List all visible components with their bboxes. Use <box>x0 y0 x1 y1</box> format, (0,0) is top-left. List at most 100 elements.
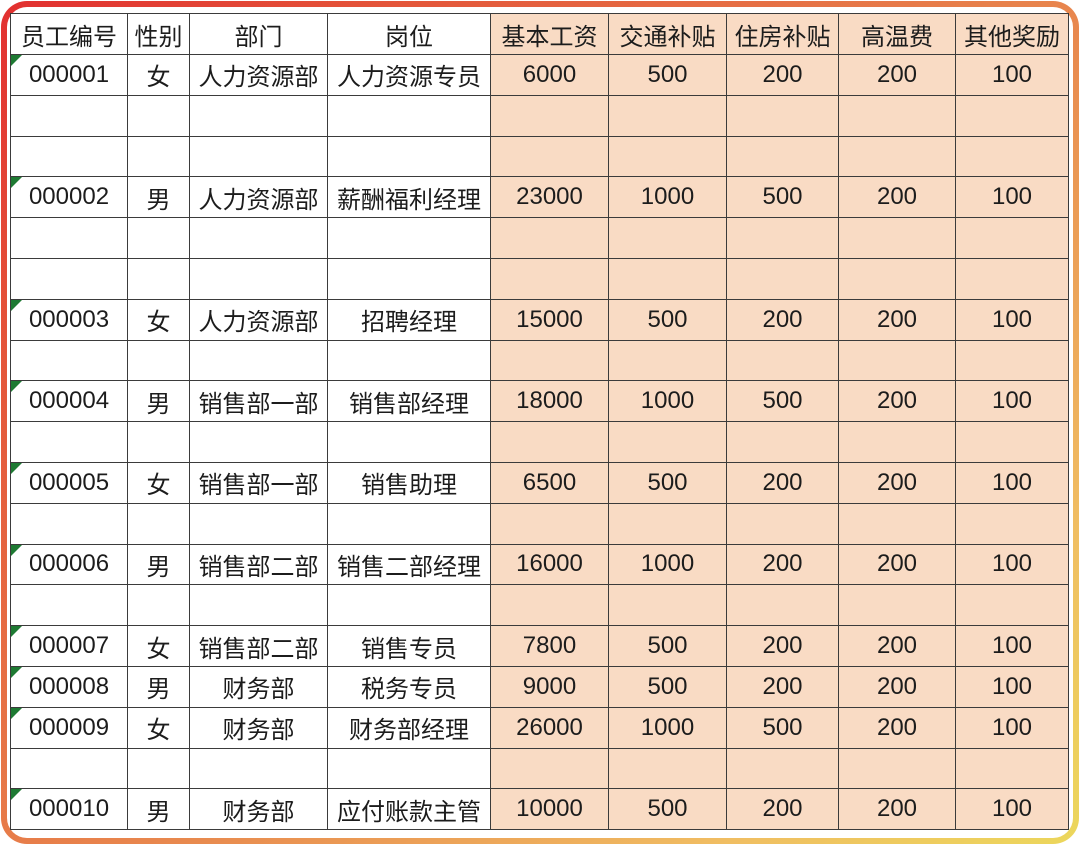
gender-cell[interactable] <box>127 339 190 382</box>
housing-allowance-cell[interactable]: 200 <box>726 625 839 667</box>
department-cell[interactable]: 销售部二部 <box>189 625 328 667</box>
transport-allowance-cell[interactable]: 500 <box>608 54 727 96</box>
base-salary-cell[interactable] <box>490 257 609 300</box>
housing-allowance-cell[interactable] <box>726 502 839 545</box>
other-bonus-cell[interactable]: 100 <box>955 176 1069 219</box>
department-cell[interactable]: 销售部二部 <box>189 543 328 586</box>
employee-id-cell[interactable]: 000007 <box>10 625 128 667</box>
heat-subsidy-cell[interactable] <box>838 339 956 382</box>
department-cell[interactable]: 财务部 <box>189 665 328 708</box>
transport-allowance-cell[interactable]: 500 <box>608 625 727 667</box>
base-salary-cell[interactable] <box>490 339 609 382</box>
base-salary-cell[interactable] <box>490 217 609 259</box>
position-cell[interactable] <box>327 747 491 790</box>
department-cell[interactable] <box>189 135 328 178</box>
position-cell[interactable]: 招聘经理 <box>327 298 491 341</box>
position-cell[interactable]: 薪酬福利经理 <box>327 176 491 219</box>
housing-allowance-cell[interactable] <box>726 94 839 137</box>
position-cell[interactable]: 销售二部经理 <box>327 543 491 586</box>
gender-cell[interactable] <box>127 421 190 463</box>
housing-allowance-cell[interactable]: 200 <box>726 54 839 96</box>
department-cell[interactable] <box>189 94 328 137</box>
transport-allowance-cell[interactable]: 500 <box>608 788 727 831</box>
transport-allowance-cell[interactable] <box>608 421 727 463</box>
department-cell[interactable]: 财务部 <box>189 706 328 749</box>
other-bonus-cell[interactable]: 100 <box>955 625 1069 667</box>
employee-id-cell[interactable]: 000001 <box>10 54 128 96</box>
other-bonus-cell[interactable] <box>955 421 1069 463</box>
gender-cell[interactable] <box>127 94 190 137</box>
other-bonus-cell[interactable] <box>955 747 1069 790</box>
base-salary-cell[interactable]: 10000 <box>490 788 609 831</box>
heat-subsidy-cell[interactable]: 200 <box>838 788 956 831</box>
position-cell[interactable] <box>327 94 491 137</box>
heat-subsidy-cell[interactable]: 200 <box>838 665 956 708</box>
gender-cell[interactable] <box>127 135 190 178</box>
department-cell[interactable] <box>189 257 328 300</box>
base-salary-cell[interactable]: 23000 <box>490 176 609 219</box>
column-header-gender[interactable]: 性别 <box>127 13 190 55</box>
department-cell[interactable] <box>189 339 328 382</box>
base-salary-cell[interactable]: 15000 <box>490 298 609 341</box>
gender-cell[interactable] <box>127 217 190 259</box>
other-bonus-cell[interactable] <box>955 257 1069 300</box>
transport-allowance-cell[interactable] <box>608 502 727 545</box>
other-bonus-cell[interactable] <box>955 94 1069 137</box>
housing-allowance-cell[interactable]: 200 <box>726 788 839 831</box>
housing-allowance-cell[interactable] <box>726 747 839 790</box>
gender-cell[interactable] <box>127 257 190 300</box>
gender-cell[interactable] <box>127 502 190 545</box>
heat-subsidy-cell[interactable] <box>838 135 956 178</box>
transport-allowance-cell[interactable] <box>608 94 727 137</box>
employee-id-cell[interactable] <box>10 257 128 300</box>
position-cell[interactable]: 人力资源专员 <box>327 54 491 96</box>
gender-cell[interactable] <box>127 747 190 790</box>
employee-id-cell[interactable]: 000008 <box>10 665 128 708</box>
transport-allowance-cell[interactable]: 500 <box>608 298 727 341</box>
heat-subsidy-cell[interactable]: 200 <box>838 380 956 423</box>
department-cell[interactable] <box>189 421 328 463</box>
gender-cell[interactable]: 男 <box>127 380 190 423</box>
employee-id-cell[interactable] <box>10 584 128 627</box>
column-header-position[interactable]: 岗位 <box>327 13 491 55</box>
position-cell[interactable]: 应付账款主管 <box>327 788 491 831</box>
transport-allowance-cell[interactable]: 1000 <box>608 176 727 219</box>
gender-cell[interactable] <box>127 584 190 627</box>
housing-allowance-cell[interactable] <box>726 421 839 463</box>
department-cell[interactable]: 销售部一部 <box>189 380 328 423</box>
housing-allowance-cell[interactable] <box>726 217 839 259</box>
heat-subsidy-cell[interactable] <box>838 421 956 463</box>
employee-id-cell[interactable]: 000005 <box>10 461 128 504</box>
base-salary-cell[interactable] <box>490 747 609 790</box>
position-cell[interactable] <box>327 421 491 463</box>
heat-subsidy-cell[interactable]: 200 <box>838 298 956 341</box>
transport-allowance-cell[interactable] <box>608 584 727 627</box>
gender-cell[interactable]: 女 <box>127 298 190 341</box>
other-bonus-cell[interactable] <box>955 135 1069 178</box>
position-cell[interactable] <box>327 257 491 300</box>
base-salary-cell[interactable] <box>490 421 609 463</box>
position-cell[interactable] <box>327 135 491 178</box>
base-salary-cell[interactable] <box>490 135 609 178</box>
base-salary-cell[interactable]: 9000 <box>490 665 609 708</box>
position-cell[interactable]: 销售专员 <box>327 625 491 667</box>
heat-subsidy-cell[interactable]: 200 <box>838 543 956 586</box>
employee-id-cell[interactable] <box>10 135 128 178</box>
base-salary-cell[interactable] <box>490 502 609 545</box>
employee-id-cell[interactable] <box>10 94 128 137</box>
transport-allowance-cell[interactable]: 500 <box>608 461 727 504</box>
heat-subsidy-cell[interactable] <box>838 747 956 790</box>
transport-allowance-cell[interactable]: 1000 <box>608 380 727 423</box>
position-cell[interactable]: 销售部经理 <box>327 380 491 423</box>
base-salary-cell[interactable]: 6500 <box>490 461 609 504</box>
position-cell[interactable]: 税务专员 <box>327 665 491 708</box>
employee-id-cell[interactable] <box>10 339 128 382</box>
transport-allowance-cell[interactable] <box>608 217 727 259</box>
position-cell[interactable] <box>327 502 491 545</box>
position-cell[interactable]: 销售助理 <box>327 461 491 504</box>
housing-allowance-cell[interactable]: 200 <box>726 298 839 341</box>
other-bonus-cell[interactable]: 100 <box>955 788 1069 831</box>
heat-subsidy-cell[interactable]: 200 <box>838 176 956 219</box>
base-salary-cell[interactable]: 7800 <box>490 625 609 667</box>
column-header-department[interactable]: 部门 <box>189 13 328 55</box>
